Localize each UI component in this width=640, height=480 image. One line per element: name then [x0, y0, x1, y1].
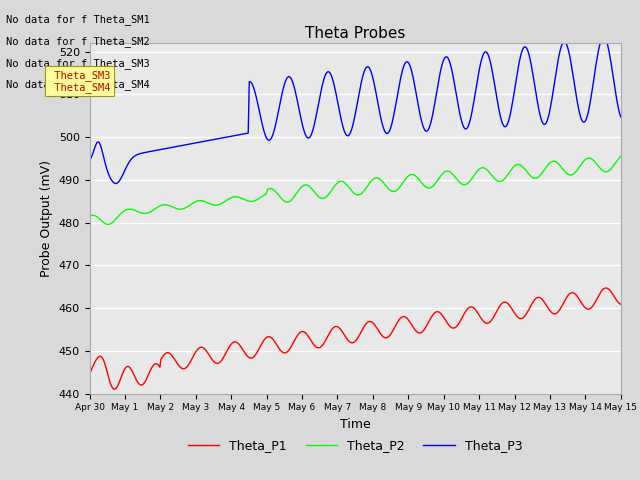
Theta_P1: [374, 327, 382, 333]
Text: No data for f Theta_SM4: No data for f Theta_SM4: [6, 79, 150, 90]
Theta_P2: [374, 175, 382, 181]
Text: No data for f Theta_SM1: No data for f Theta_SM1: [6, 14, 150, 25]
Theta_P1: [86, 371, 93, 377]
Theta_P2: [617, 154, 625, 159]
Line: Theta_P2: Theta_P2: [90, 156, 621, 225]
Text: No data for f Theta_SM3: No data for f Theta_SM3: [6, 58, 150, 69]
Theta_P3: [374, 101, 382, 107]
Theta_P3: [403, 59, 411, 65]
Text: No data for f Theta_SM2: No data for f Theta_SM2: [6, 36, 150, 47]
Theta_P2: [342, 181, 350, 187]
Theta_P1: [110, 386, 118, 392]
Theta_P3: [113, 180, 120, 186]
Theta_P1: [339, 330, 347, 336]
Theta_P3: [606, 55, 614, 60]
Theta_P2: [339, 179, 347, 185]
Theta_P1: [342, 335, 350, 341]
Theta_P1: [403, 315, 411, 321]
Theta_P2: [605, 168, 613, 174]
Theta_P3: [86, 157, 93, 163]
Theta_P2: [104, 222, 111, 228]
Theta_P2: [86, 213, 93, 219]
Title: Theta Probes: Theta Probes: [305, 25, 405, 41]
Theta_P1: [602, 285, 610, 291]
Line: Theta_P3: Theta_P3: [90, 37, 621, 183]
Theta_P2: [522, 168, 530, 173]
Text: Theta_SM3
 Theta_SM4: Theta_SM3 Theta_SM4: [48, 70, 111, 93]
Theta_P3: [522, 45, 530, 50]
Legend: Theta_P1, Theta_P2, Theta_P3: Theta_P1, Theta_P2, Theta_P3: [183, 434, 527, 457]
Theta_P1: [606, 288, 614, 293]
Theta_P3: [339, 124, 347, 130]
Line: Theta_P1: Theta_P1: [90, 288, 621, 389]
Theta_P1: [522, 312, 530, 317]
Y-axis label: Probe Output (mV): Probe Output (mV): [40, 160, 53, 277]
Theta_P2: [403, 175, 411, 180]
Theta_P3: [600, 34, 607, 40]
Theta_P3: [342, 132, 350, 138]
Theta_P1: [617, 301, 625, 307]
Theta_P3: [617, 114, 625, 120]
X-axis label: Time: Time: [340, 418, 371, 431]
